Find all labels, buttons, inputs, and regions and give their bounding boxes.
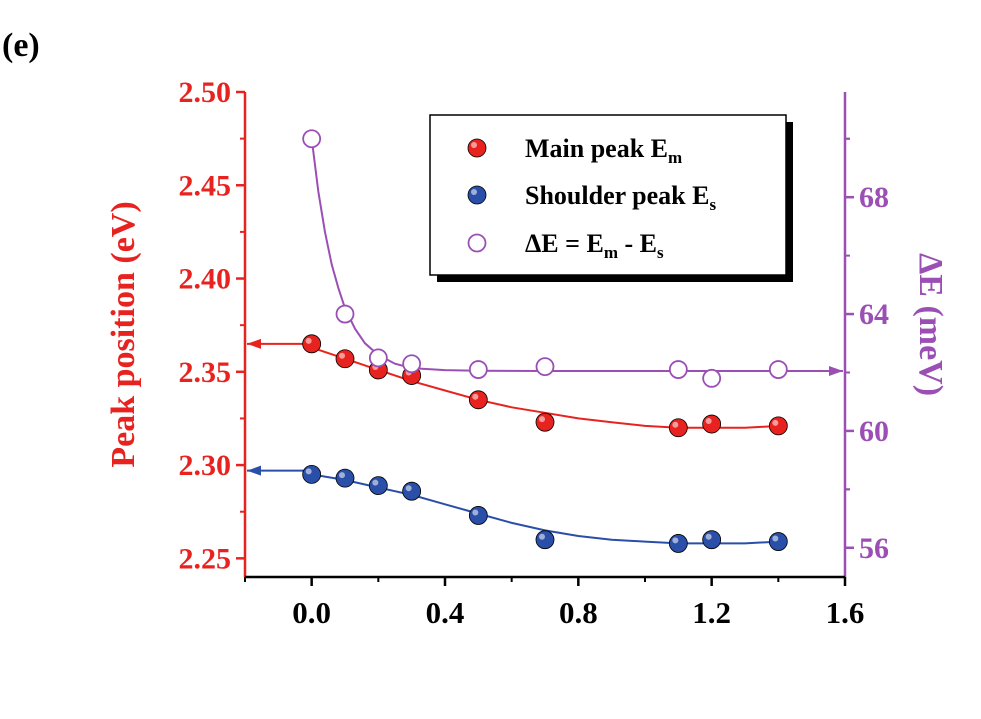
data-point-highlight (339, 352, 345, 359)
axis-arrows (247, 338, 843, 476)
data-point-highlight (672, 421, 679, 428)
y-axis-left-label: Peak position (eV) (105, 201, 142, 467)
data-point (668, 418, 688, 438)
y-left-tick-label: 2.30 (179, 449, 232, 482)
data-point-highlight (705, 533, 712, 540)
data-point-highlight (472, 509, 479, 516)
data-point (468, 360, 488, 379)
data-point (402, 481, 422, 501)
axis-arrow-head (829, 366, 843, 377)
axis-arrow-head (247, 338, 261, 349)
data-point (368, 476, 388, 495)
y-left-tick-label: 2.50 (179, 76, 232, 109)
data-point (335, 304, 355, 324)
legend-marker-highlight (471, 189, 477, 195)
legend-box (429, 114, 787, 276)
data-point (302, 129, 322, 149)
data-point (535, 412, 555, 432)
x-tick-label: 0.8 (559, 595, 598, 630)
data-point (302, 334, 322, 354)
data-point (702, 368, 722, 388)
data-point-highlight (305, 337, 312, 344)
data-points (302, 129, 788, 553)
y-left-tick-label: 2.35 (179, 356, 232, 389)
data-point (702, 414, 722, 434)
y-left-tick-label: 2.45 (179, 169, 232, 202)
legend-label: Main peak Em (525, 134, 682, 167)
axis-arrow-head (247, 465, 261, 476)
data-point (702, 530, 722, 550)
data-point-highlight (772, 419, 779, 426)
data-point (368, 348, 388, 368)
data-point-highlight (539, 533, 545, 540)
y-right-tick-label: 56 (859, 532, 889, 565)
legend-marker-highlight (471, 142, 477, 148)
data-point (768, 532, 788, 551)
legend-marker (467, 233, 487, 253)
data-point-highlight (339, 472, 345, 479)
x-tick-label: 0.4 (426, 595, 465, 630)
data-point (535, 357, 555, 377)
legend-marker (467, 185, 487, 205)
data-point-highlight (539, 416, 545, 423)
data-point (768, 416, 788, 436)
y-right-tick-label: 64 (859, 298, 889, 331)
data-point-highlight (472, 393, 479, 400)
legend-label: ΔE = Em - Es (525, 229, 664, 262)
data-point (468, 506, 488, 525)
data-point (768, 360, 788, 379)
legend: Main peak Em Shoulder peak Es ΔE = Em - Es (429, 114, 793, 282)
x-tick-label: 1.2 (692, 595, 731, 630)
y-axis-right-label: ΔE (meV) (912, 253, 949, 396)
data-point (335, 349, 355, 369)
data-point (402, 354, 422, 374)
data-point (668, 534, 688, 553)
data-point (535, 530, 555, 550)
legend-label: Shoulder peak Es (525, 181, 716, 214)
data-point-highlight (772, 535, 779, 542)
y-right-tick-label: 68 (859, 181, 889, 214)
legend-marker (467, 138, 487, 158)
data-point-highlight (305, 468, 312, 475)
fit-curve (310, 138, 779, 372)
data-point (302, 465, 322, 484)
data-point-highlight (705, 418, 712, 425)
data-point-highlight (372, 479, 379, 486)
data-point (468, 390, 488, 410)
data-point (668, 360, 688, 379)
data-point-highlight (405, 485, 412, 492)
x-tick-label: 0.0 (292, 595, 331, 630)
y-left-tick-label: 2.40 (179, 263, 232, 296)
y-right-tick-label: 60 (859, 415, 889, 448)
data-point (335, 468, 355, 488)
panel-label: (e) (2, 27, 40, 64)
data-point-highlight (672, 537, 679, 544)
y-left-tick-label: 2.25 (179, 542, 232, 575)
axes: 0.0 0.4 0.8 1.2 1.6 2.25 2.30 2.35 2.40 2.45 2.50 5… (179, 76, 890, 630)
x-tick-label: 1.6 (826, 595, 865, 630)
